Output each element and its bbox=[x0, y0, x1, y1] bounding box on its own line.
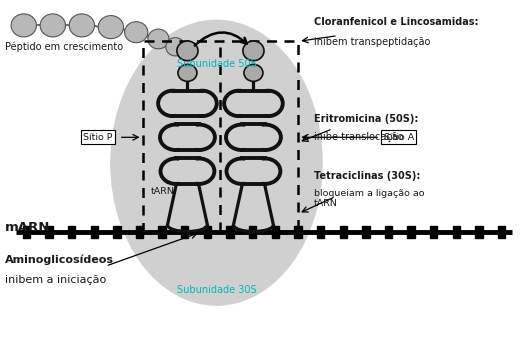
Ellipse shape bbox=[11, 14, 36, 37]
Bar bbox=[317, 226, 324, 238]
Ellipse shape bbox=[40, 14, 65, 37]
Text: bloqueiam a ligação ao
tARN: bloqueiam a ligação ao tARN bbox=[314, 188, 425, 208]
Bar bbox=[475, 226, 483, 238]
Bar bbox=[113, 226, 120, 238]
Bar bbox=[204, 226, 211, 238]
Ellipse shape bbox=[125, 22, 148, 43]
Bar bbox=[362, 226, 370, 238]
Ellipse shape bbox=[178, 64, 197, 81]
Ellipse shape bbox=[148, 29, 169, 49]
Bar bbox=[452, 226, 460, 238]
Text: Sítio P: Sítio P bbox=[83, 133, 112, 142]
Bar bbox=[408, 226, 415, 238]
Ellipse shape bbox=[111, 20, 322, 305]
Text: tARN: tARN bbox=[150, 187, 174, 196]
Bar bbox=[158, 226, 166, 238]
Ellipse shape bbox=[243, 41, 264, 61]
Text: Aminoglicosídeos: Aminoglicosídeos bbox=[5, 254, 114, 264]
Bar bbox=[340, 226, 347, 238]
Bar bbox=[271, 226, 279, 238]
Bar bbox=[249, 226, 257, 238]
Bar bbox=[136, 226, 143, 238]
Bar bbox=[294, 226, 301, 238]
Text: inibem transpeptidação: inibem transpeptidação bbox=[314, 37, 430, 47]
Bar bbox=[68, 226, 76, 238]
Ellipse shape bbox=[69, 14, 95, 37]
Text: Subunidade 30S: Subunidade 30S bbox=[177, 285, 256, 295]
Text: inibem a iniciação: inibem a iniciação bbox=[5, 275, 107, 285]
Text: inibe translocação: inibe translocação bbox=[314, 132, 404, 142]
Text: Sítio A: Sítio A bbox=[383, 133, 414, 142]
Ellipse shape bbox=[98, 16, 124, 39]
Bar bbox=[385, 226, 392, 238]
Bar bbox=[91, 226, 98, 238]
Bar bbox=[181, 226, 188, 238]
Bar bbox=[227, 226, 234, 238]
Bar bbox=[143, 41, 298, 232]
Text: mARN: mARN bbox=[5, 221, 51, 234]
Ellipse shape bbox=[166, 38, 185, 56]
Bar bbox=[45, 226, 53, 238]
Text: Cloranfenicol e Lincosamidas:: Cloranfenicol e Lincosamidas: bbox=[314, 17, 479, 27]
Bar bbox=[430, 226, 437, 238]
Ellipse shape bbox=[177, 41, 198, 61]
Text: Eritromicina (50S):: Eritromicina (50S): bbox=[314, 114, 419, 124]
Bar bbox=[498, 226, 505, 238]
Text: Péptido em crescimento: Péptido em crescimento bbox=[5, 42, 124, 52]
Ellipse shape bbox=[244, 64, 263, 81]
Text: Subunidade 50S: Subunidade 50S bbox=[176, 59, 257, 69]
Text: Tetraciclinas (30S):: Tetraciclinas (30S): bbox=[314, 171, 420, 181]
Bar bbox=[23, 226, 30, 238]
